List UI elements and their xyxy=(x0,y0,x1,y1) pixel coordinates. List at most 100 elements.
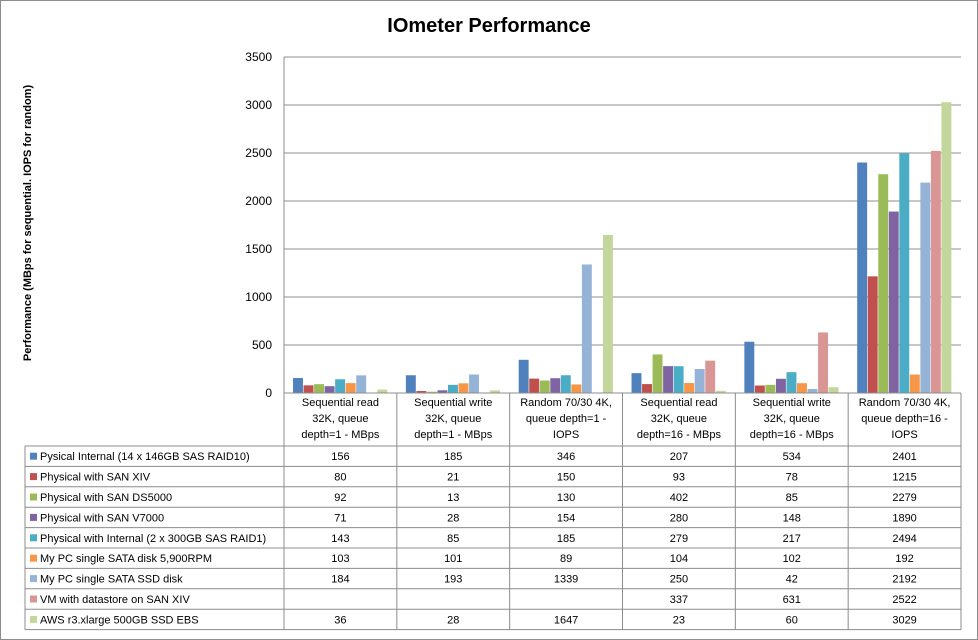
bar xyxy=(550,378,561,393)
bar xyxy=(867,276,878,393)
bar xyxy=(324,386,335,393)
bar xyxy=(416,390,427,393)
bar xyxy=(684,383,695,393)
bar xyxy=(920,182,931,393)
category-label: queue depth=16 - xyxy=(861,413,948,425)
bar xyxy=(941,102,952,393)
data-table-value: 185 xyxy=(557,533,575,545)
bar xyxy=(663,366,674,393)
data-table-value: 154 xyxy=(557,512,575,524)
bar xyxy=(377,389,388,393)
legend-swatch xyxy=(30,554,37,562)
data-table-value: 80 xyxy=(334,472,346,484)
data-table-value: 148 xyxy=(783,512,801,524)
legend-label: AWS r3.xlarge 500GB SSD EBS xyxy=(40,614,199,626)
data-table-value: 279 xyxy=(670,533,688,545)
category-label: IOPS xyxy=(553,429,579,441)
data-table-value: 89 xyxy=(560,553,572,565)
data-table-value: 217 xyxy=(783,533,801,545)
data-table-value: 93 xyxy=(673,472,685,484)
bar xyxy=(930,150,941,393)
bar xyxy=(539,380,550,393)
category-label: depth=16 - MBps xyxy=(750,429,835,441)
data-table-value: 28 xyxy=(447,512,459,524)
data-table-value: 2522 xyxy=(892,594,916,606)
data-table-value: 71 xyxy=(334,512,346,524)
category-label: Random 70/30 4K, xyxy=(859,397,951,409)
data-table-value: 85 xyxy=(447,533,459,545)
data-table-value: 23 xyxy=(673,614,685,626)
bar xyxy=(405,375,416,393)
category-label: IOPS xyxy=(891,429,917,441)
bar xyxy=(765,384,776,393)
bar xyxy=(828,387,839,393)
category-label: 32K, queue xyxy=(425,413,481,425)
data-table-value: 130 xyxy=(557,492,575,504)
data-table-value: 150 xyxy=(557,472,575,484)
category-label: 32K, queue xyxy=(312,413,368,425)
legend-label: Pysical Internal (14 x 146GB SAS RAID10) xyxy=(40,451,250,463)
category-label: 32K, queue xyxy=(651,413,707,425)
bar xyxy=(560,375,571,393)
bar xyxy=(818,332,829,393)
legend-label: Physical with SAN V7000 xyxy=(40,512,164,524)
data-table-value: 36 xyxy=(334,614,346,626)
bar xyxy=(490,390,501,393)
data-table-value: 2401 xyxy=(892,451,916,463)
y-tick-label: 2500 xyxy=(245,146,272,160)
data-table-value: 143 xyxy=(331,533,349,545)
legend-swatch xyxy=(30,493,37,501)
bar xyxy=(469,374,479,393)
y-tick-label: 1500 xyxy=(245,242,272,256)
data-table-value: 103 xyxy=(331,553,349,565)
legend-swatch xyxy=(30,452,37,460)
bar xyxy=(797,383,807,393)
data-table-value: 1647 xyxy=(554,614,578,626)
bar xyxy=(878,174,889,393)
data-table-value: 185 xyxy=(444,451,462,463)
category-label: Sequential write xyxy=(414,397,492,409)
data-table-value: 346 xyxy=(557,451,575,463)
data-table-value: 1339 xyxy=(554,574,578,586)
category-label: depth=1 - MBps xyxy=(414,429,492,441)
bar xyxy=(642,384,652,393)
data-table-value: 2192 xyxy=(892,574,916,586)
bar xyxy=(694,369,705,393)
bar xyxy=(458,383,469,393)
bar xyxy=(314,384,325,393)
data-table-value: 1215 xyxy=(892,472,916,484)
data-table-value: 101 xyxy=(444,553,462,565)
bar xyxy=(335,379,346,393)
y-tick-label: 0 xyxy=(265,386,272,400)
bar xyxy=(602,234,613,393)
data-table-value: 631 xyxy=(783,594,801,606)
data-table-value: 2494 xyxy=(892,533,916,545)
data-table-value: 28 xyxy=(447,614,459,626)
data-table-value: 85 xyxy=(786,492,798,504)
data-table-value: 192 xyxy=(895,553,913,565)
bar xyxy=(293,378,303,393)
y-tick-label: 3000 xyxy=(245,98,272,112)
legend-label: Physical with SAN XIV xyxy=(40,472,151,484)
data-table-value: 337 xyxy=(670,594,688,606)
category-label: 32K, queue xyxy=(764,413,820,425)
bar xyxy=(447,384,458,393)
chart-title: IOmeter Performance xyxy=(387,15,591,37)
data-table-value: 402 xyxy=(670,492,688,504)
data-table-value: 1890 xyxy=(892,512,916,524)
bar xyxy=(631,373,642,393)
bar xyxy=(303,385,314,393)
data-table-value: 21 xyxy=(447,472,459,484)
bar xyxy=(356,375,367,393)
y-tick-label: 500 xyxy=(252,338,272,352)
y-tick-label: 3500 xyxy=(245,50,272,64)
category-label: Sequential write xyxy=(753,397,831,409)
legend-swatch xyxy=(30,615,37,623)
data-table-value: 3029 xyxy=(892,614,916,626)
legend-swatch xyxy=(30,534,37,542)
data-table-value: 102 xyxy=(783,553,801,565)
legend-label: VM with datastore on SAN XIV xyxy=(40,594,190,606)
bar xyxy=(899,153,910,393)
legend-label: Physical with SAN DS5000 xyxy=(40,492,172,504)
